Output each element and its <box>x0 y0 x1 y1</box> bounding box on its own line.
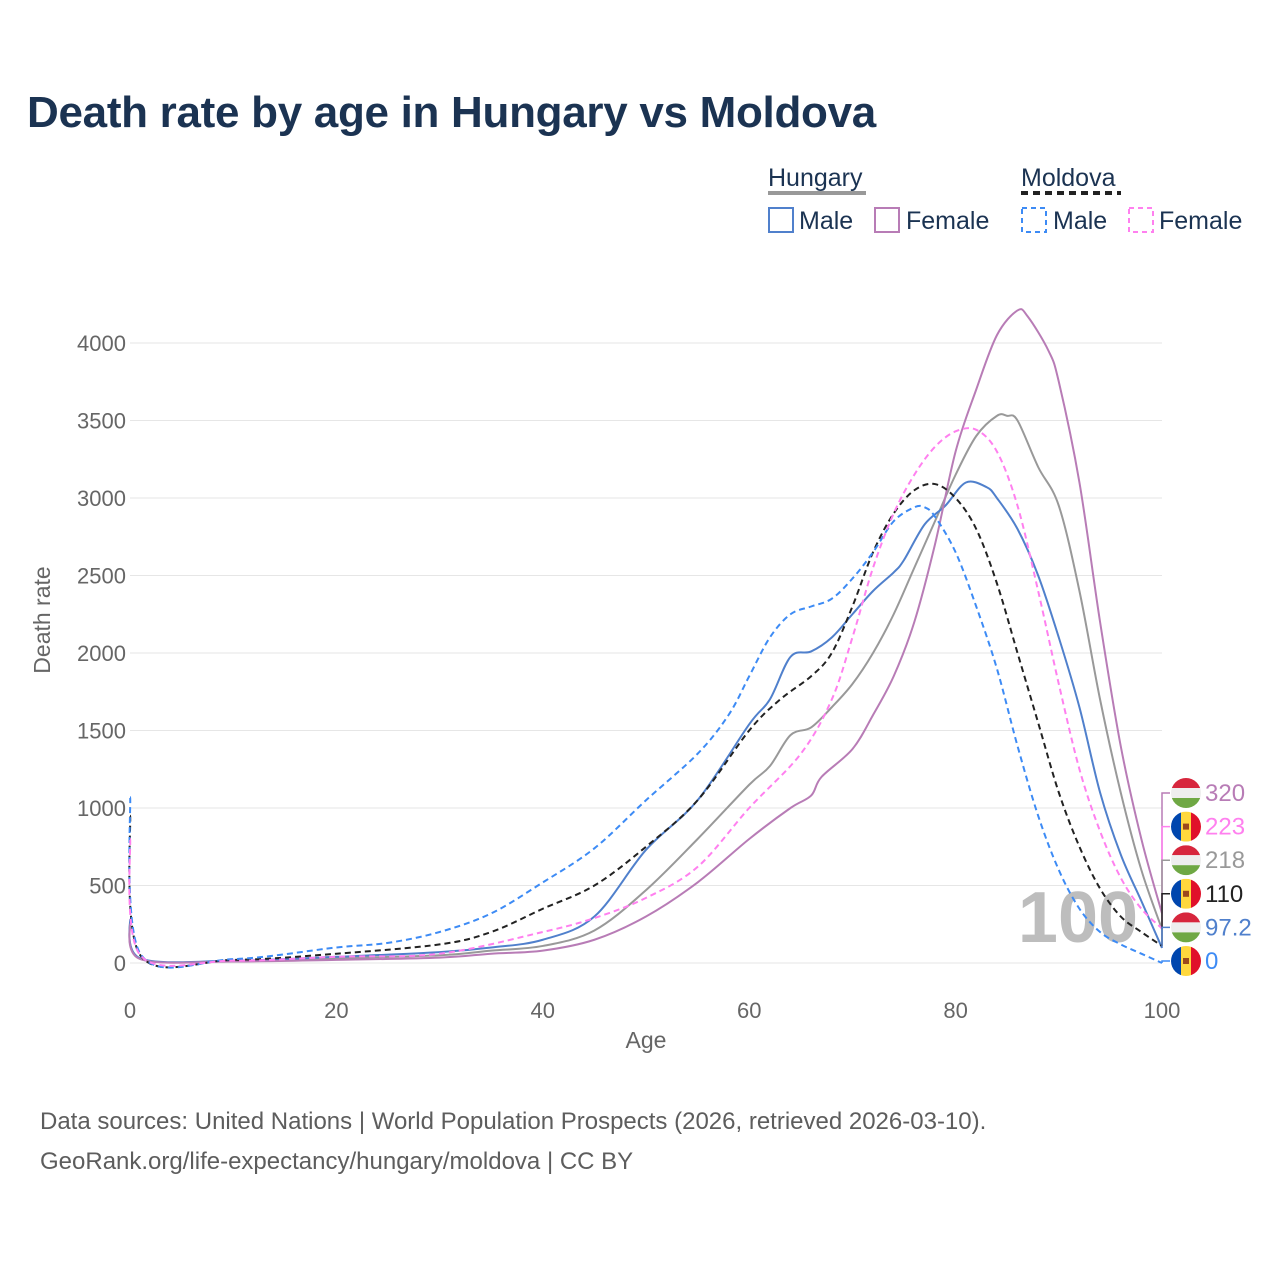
legend: Hungary Male Female Moldova Male Female <box>768 164 1242 235</box>
series-line-moldova-female <box>128 427 1163 967</box>
end-label-value: 223 <box>1205 814 1245 841</box>
y-tick-label: 3500 <box>77 409 126 434</box>
end-label-value: 320 <box>1205 780 1245 807</box>
legend-moldova-male-swatch <box>1021 207 1047 233</box>
legend-hungary-female[interactable]: Female <box>906 207 989 235</box>
legend-group-moldova: Moldova <box>1021 164 1116 192</box>
x-tick-label: 60 <box>737 998 761 1023</box>
end-label-connector <box>1161 893 1170 946</box>
hungary-flag-icon <box>1171 845 1201 876</box>
legend-hungary-male-swatch <box>768 207 794 233</box>
moldova-flag-icon <box>1171 946 1201 976</box>
y-tick-label: 2500 <box>77 564 126 589</box>
end-label-value: 218 <box>1205 847 1245 874</box>
end-label-value: 97.2 <box>1205 914 1252 941</box>
legend-moldova-female-swatch <box>1128 207 1154 233</box>
y-axis-label: Death rate <box>29 566 55 673</box>
end-label-connector <box>1161 825 1170 929</box>
series-line-moldova-male <box>128 504 1163 969</box>
y-tick-label: 0 <box>114 951 126 976</box>
hungary-flag-icon <box>1171 912 1201 943</box>
y-tick-label: 2000 <box>77 641 126 666</box>
moldova-flag-icon <box>1171 878 1201 909</box>
x-tick-label: 0 <box>124 998 136 1023</box>
end-label-connector <box>1161 859 1170 930</box>
x-axis-ticks: 0 20 40 60 80 100 <box>124 998 1180 1023</box>
end-label-connector <box>1161 960 1170 963</box>
moldova-flag-icon <box>1171 811 1201 842</box>
legend-hungary-female-swatch <box>874 207 900 233</box>
y-axis-ticks: 0 500 1000 1500 2000 2500 3000 3500 4000 <box>77 331 126 976</box>
end-label-connector <box>1161 792 1170 914</box>
series-lines <box>128 308 1163 969</box>
end-labels: 320 223 218 110 97.2 0 <box>1161 778 1252 976</box>
y-tick-label: 4000 <box>77 331 126 356</box>
series-line-hungary-female <box>128 308 1163 964</box>
series-line-hungary-total <box>128 413 1163 964</box>
y-tick-label: 1000 <box>77 796 126 821</box>
y-tick-label: 1500 <box>77 719 126 744</box>
source-line: Data sources: United Nations | World Pop… <box>40 1108 987 1135</box>
y-tick-label: 3000 <box>77 486 126 511</box>
source-url[interactable]: GeoRank.org/life-expectancy/hungary/mold… <box>40 1148 634 1175</box>
x-tick-label: 40 <box>531 998 555 1023</box>
end-label-value: 0 <box>1205 948 1218 975</box>
chart-title: Death rate by age in Hungary vs Moldova <box>27 88 876 137</box>
end-label-connector <box>1161 926 1170 948</box>
legend-moldova-male[interactable]: Male <box>1053 207 1107 235</box>
hungary-flag-icon <box>1171 778 1201 808</box>
series-line-hungary-male <box>128 480 1163 964</box>
x-tick-label: 100 <box>1144 998 1181 1023</box>
x-axis-label: Age <box>626 1027 667 1053</box>
series-line-moldova-total <box>128 482 1163 969</box>
legend-moldova-female[interactable]: Female <box>1159 207 1242 235</box>
legend-hungary-male[interactable]: Male <box>799 207 853 235</box>
x-tick-label: 80 <box>943 998 967 1023</box>
legend-group-hungary: Hungary <box>768 164 863 192</box>
x-tick-label: 20 <box>324 998 348 1023</box>
y-tick-label: 500 <box>89 874 126 899</box>
gridlines <box>130 342 1162 964</box>
current-age-watermark: 100 <box>1018 878 1138 958</box>
end-label-value: 110 <box>1205 881 1243 908</box>
